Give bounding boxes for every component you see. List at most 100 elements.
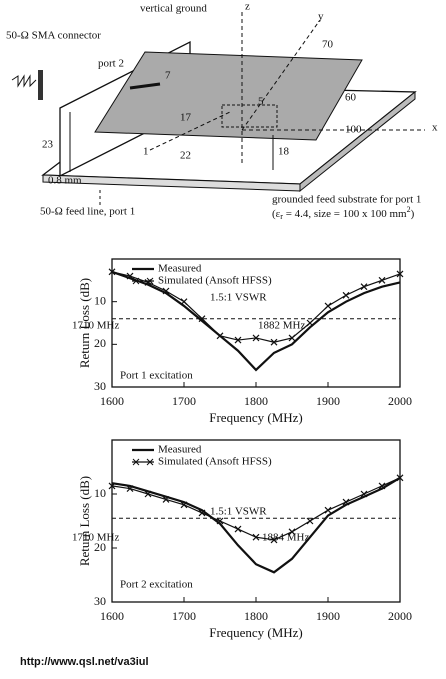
x-tick-label: 1900 [316, 609, 340, 623]
marker [306, 517, 314, 525]
diagram-label: 18 [278, 146, 290, 158]
marker [396, 474, 404, 482]
marker [126, 485, 134, 493]
marker [108, 268, 116, 276]
marker [198, 315, 206, 323]
marker [288, 528, 296, 536]
legend-label: Simulated (Ansoft HFSS) [158, 275, 272, 287]
annotation: 1.5:1 VSWR [210, 292, 267, 304]
x-tick-label: 1800 [244, 394, 268, 408]
legend-marker [146, 277, 154, 285]
marker [180, 501, 188, 509]
marker [216, 332, 224, 340]
diagram-label: grounded feed substrate for port 1 [272, 194, 421, 206]
y-tick-label: 30 [94, 379, 106, 393]
marker [306, 319, 314, 327]
marker [378, 482, 386, 490]
diagram-label: vertical ground [140, 3, 207, 15]
annotation: 1710 MHz [72, 532, 119, 544]
marker [270, 536, 278, 544]
diagram-label: port 2 [98, 58, 124, 70]
diagram-label: 1 [143, 146, 149, 158]
footer: http://www.qsl.net/va3iul [20, 656, 149, 668]
marker [252, 533, 260, 541]
annotation: Port 1 excitation [120, 370, 193, 382]
x-tick-label: 2000 [388, 394, 412, 408]
note-part: = 4.4, size = 100 x 100 mm [283, 208, 407, 220]
legend-marker [132, 458, 140, 466]
note-part: r [280, 212, 283, 221]
marker [180, 298, 188, 306]
marker [108, 482, 116, 490]
annotation: 1.5:1 VSWR [210, 506, 267, 518]
x-tick-label: 1600 [100, 609, 124, 623]
y-tick-label: 20 [94, 540, 106, 554]
marker [342, 498, 350, 506]
diagram-label: x [432, 122, 438, 134]
diagram-label: 60 [345, 92, 357, 104]
x-tick-label: 1700 [172, 609, 196, 623]
x-tick-label: 1700 [172, 394, 196, 408]
marker [360, 490, 368, 498]
diagram-label: 22 [180, 150, 191, 162]
patch [94, 51, 363, 141]
x-tick-label: 2000 [388, 609, 412, 623]
marker [288, 334, 296, 342]
diagram-label: z [245, 1, 250, 13]
marker [144, 490, 152, 498]
y-axis-title: Return Loss (dB) [77, 476, 92, 566]
annotation: 1710 MHz [72, 320, 119, 332]
diagram-label: 23 [42, 139, 54, 151]
y-axis-title: Return Loss (dB) [77, 278, 92, 368]
marker [234, 336, 242, 344]
note-part: 2 [407, 205, 411, 214]
legend-label: Simulated (Ansoft HFSS) [158, 456, 272, 468]
marker [396, 270, 404, 278]
x-tick-label: 1900 [316, 394, 340, 408]
marker [216, 517, 224, 525]
series-line [111, 476, 401, 574]
diagram-label: 70 [322, 39, 334, 51]
marker [342, 291, 350, 299]
note-part: (ε [272, 208, 281, 220]
annotation: Port 2 excitation [120, 579, 193, 591]
legend-marker [132, 277, 140, 285]
marker [270, 338, 278, 346]
marker [126, 272, 134, 280]
x-axis-title: Frequency (MHz) [209, 625, 303, 640]
slot [221, 104, 278, 128]
diagram-label: 0.8 mm [48, 175, 82, 187]
annotation: 1884 MHz [262, 532, 309, 544]
x-axis-title: Frequency (MHz) [209, 410, 303, 425]
marker [234, 525, 242, 533]
diagram-label: 50-Ω SMA connector [6, 30, 101, 42]
legend-label: Measured [158, 444, 202, 456]
marker [324, 506, 332, 514]
diagram-label: 7 [165, 70, 171, 82]
marker [162, 495, 170, 503]
feed-line [149, 111, 231, 151]
y-tick-label: 10 [94, 486, 106, 500]
legend-label: Measured [158, 263, 202, 275]
connector [38, 70, 43, 100]
substrate-side [299, 90, 416, 193]
marker [162, 287, 170, 295]
diagram-label: y [318, 11, 324, 23]
antenna-drawing [11, 12, 425, 205]
marker [378, 276, 386, 284]
y-tick-label: 20 [94, 336, 106, 350]
probe [129, 82, 161, 90]
x-tick-label: 1800 [244, 609, 268, 623]
annotation: 1882 MHz [258, 320, 305, 332]
marker [324, 302, 332, 310]
diagram-labels: vertical ground z y 50-Ω SMA connector port … [6, 1, 438, 218]
marker [198, 509, 206, 517]
legend-marker [146, 458, 154, 466]
marker [252, 334, 260, 342]
diagram-label: 17 [180, 112, 192, 124]
y-axis [241, 19, 321, 131]
series-line [111, 270, 401, 372]
x-tick-label: 1600 [100, 394, 124, 408]
note-part: ) [411, 208, 415, 220]
